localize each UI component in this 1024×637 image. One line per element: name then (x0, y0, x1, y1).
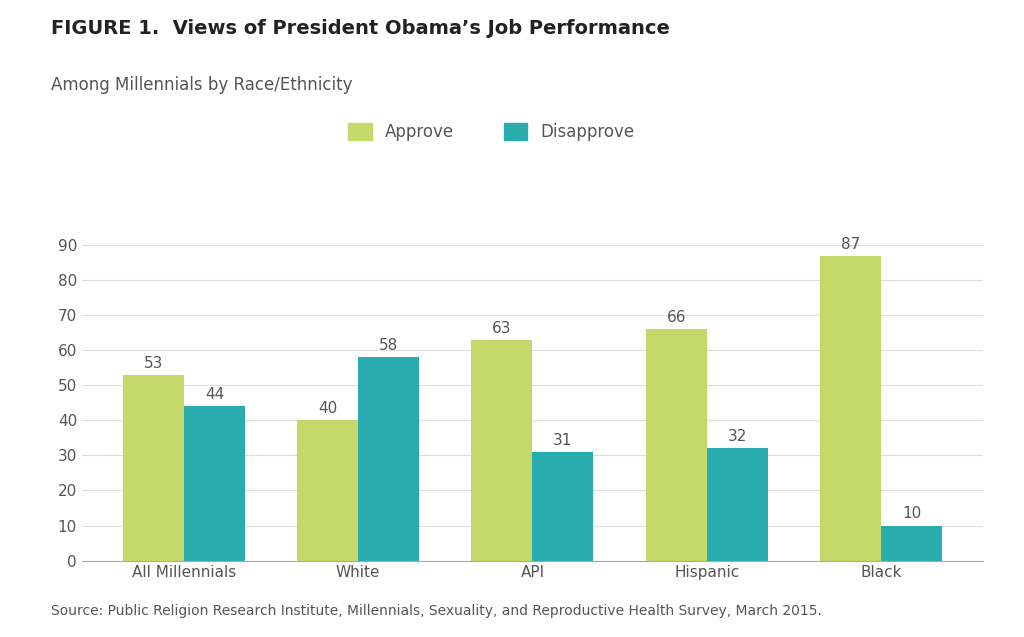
Bar (123, 375, 184, 561)
Bar (820, 255, 881, 561)
Bar (881, 526, 942, 561)
Text: 31: 31 (553, 433, 572, 448)
Text: 66: 66 (667, 310, 686, 325)
Bar (471, 340, 532, 561)
Bar (646, 329, 707, 561)
Text: 58: 58 (379, 338, 398, 353)
Text: 10: 10 (902, 506, 922, 521)
Bar (297, 420, 358, 561)
Bar (707, 448, 768, 561)
Text: 44: 44 (205, 387, 224, 402)
Text: 53: 53 (143, 355, 163, 371)
Text: 87: 87 (841, 236, 860, 252)
Bar (184, 406, 245, 561)
Text: Source: Public Religion Research Institute, Millennials, Sexuality, and Reproduc: Source: Public Religion Research Institu… (51, 604, 822, 618)
Legend: Approve, Disapprove: Approve, Disapprove (348, 123, 635, 141)
Text: 63: 63 (493, 320, 512, 336)
Text: 32: 32 (728, 429, 746, 444)
Bar (358, 357, 419, 561)
Text: FIGURE 1.  Views of President Obama’s Job Performance: FIGURE 1. Views of President Obama’s Job… (51, 19, 670, 38)
Text: 40: 40 (318, 401, 337, 416)
Text: Among Millennials by Race/Ethnicity: Among Millennials by Race/Ethnicity (51, 76, 352, 94)
Bar (532, 452, 594, 561)
